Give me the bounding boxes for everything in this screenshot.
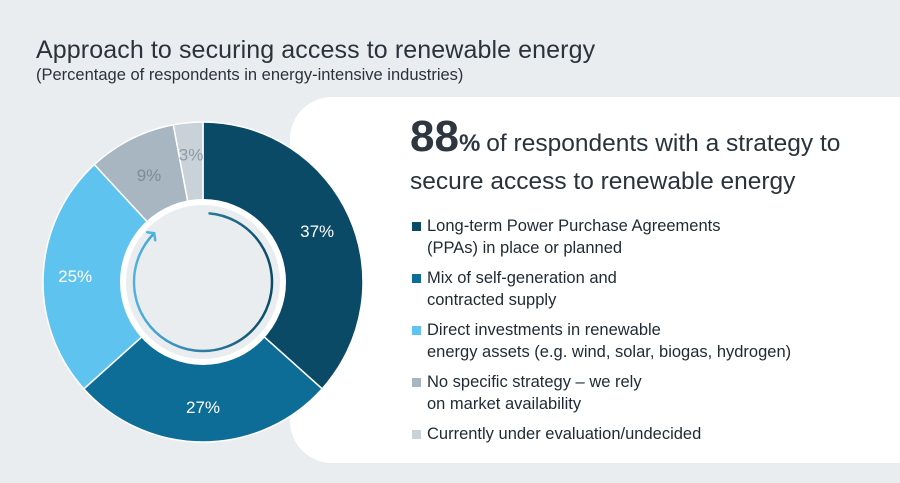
legend-label: No specific strategy – we rely bbox=[427, 373, 642, 391]
legend-label: Currently under evaluation/undecided bbox=[427, 425, 702, 443]
legend-item: Direct investments in renewable energy as… bbox=[412, 319, 892, 363]
legend-swatch bbox=[412, 222, 421, 231]
headline-text: of respondents with a strategy to secure… bbox=[410, 130, 841, 195]
headline: 88% of respondents with a strategy to sec… bbox=[410, 115, 890, 201]
donut-slice bbox=[202, 121, 364, 390]
legend-label: energy assets (e.g. wind, solar, biogas,… bbox=[427, 343, 792, 361]
legend-swatch bbox=[412, 326, 421, 335]
legend-label: Long-term Power Purchase Agreements bbox=[427, 217, 721, 235]
slice-label: 3% bbox=[179, 146, 204, 165]
legend-item: Mix of self-generation and contracted sup… bbox=[412, 267, 892, 311]
legend-swatch bbox=[412, 378, 421, 387]
chart-subtitle: (Percentage of respondents in energy-int… bbox=[36, 66, 464, 84]
legend-label: (PPAs) in place or planned bbox=[427, 239, 623, 257]
headline-value: 88 bbox=[410, 112, 459, 161]
legend-swatch bbox=[412, 274, 421, 283]
slice-label: 37% bbox=[300, 222, 334, 241]
donut-chart: 37% 27% 25% 9% 3% bbox=[42, 121, 364, 443]
legend-item: No specific strategy – we rely on market … bbox=[412, 371, 892, 415]
legend-label: on market availability bbox=[427, 395, 582, 413]
slice-label: 27% bbox=[186, 398, 220, 417]
cycle-arrow-icon bbox=[132, 211, 274, 353]
legend-label: Direct investments in renewable bbox=[427, 321, 661, 339]
legend-label: contracted supply bbox=[427, 291, 557, 309]
cycle-arrowhead-icon bbox=[145, 230, 157, 242]
legend-label: Mix of self-generation and bbox=[427, 269, 617, 287]
legend-swatch bbox=[412, 430, 421, 439]
chart-title: Approach to securing access to renewable… bbox=[36, 36, 596, 64]
donut-hole bbox=[120, 199, 286, 365]
info-panel bbox=[290, 97, 900, 463]
legend: Long-term Power Purchase Agreements (PPAs… bbox=[412, 215, 892, 453]
slice-label: 9% bbox=[137, 166, 162, 185]
legend-item: Currently under evaluation/undecided bbox=[412, 423, 892, 445]
legend-item: Long-term Power Purchase Agreements (PPAs… bbox=[412, 215, 892, 259]
slice-label: 25% bbox=[58, 267, 92, 286]
headline-unit: % bbox=[458, 130, 481, 157]
